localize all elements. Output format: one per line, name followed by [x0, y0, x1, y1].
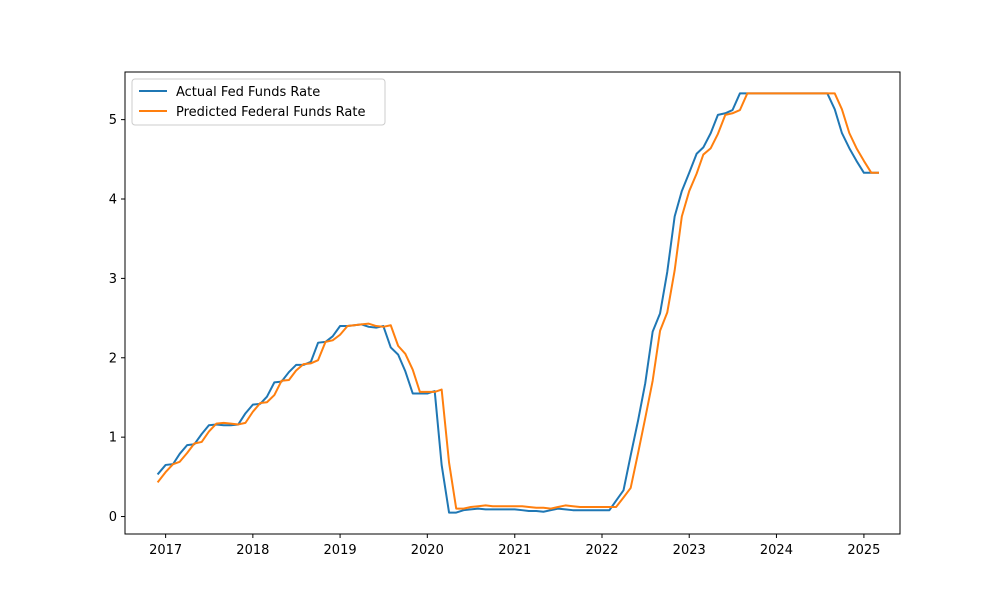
series-line-predicted: [156, 92, 880, 510]
y-tick-label: 4: [109, 193, 117, 208]
x-tick-label: 2017: [149, 543, 182, 558]
series-layer: [156, 92, 880, 514]
legend-label-predicted: Predicted Federal Funds Rate: [176, 105, 365, 120]
x-tick-label: 2019: [324, 543, 357, 558]
x-tick-label: 2022: [585, 543, 618, 558]
y-tick-label: 5: [109, 113, 117, 128]
y-tick-label: 3: [109, 272, 117, 287]
y-tick-label: 2: [109, 351, 117, 366]
x-tick-label: 2023: [673, 543, 706, 558]
plot-frame: [124, 71, 901, 535]
legend: Actual Fed Funds Rate Predicted Federal …: [131, 78, 386, 126]
legend-box: [131, 78, 386, 126]
x-tick-label: 2025: [847, 543, 880, 558]
x-tick-label: 2020: [411, 543, 444, 558]
x-tick-label: 2018: [236, 543, 269, 558]
y-axis: 0 1 2 3 4 5: [109, 113, 125, 525]
x-tick-label: 2024: [760, 543, 793, 558]
x-axis: 2017 2018 2019 2020 2021 2022 2023 2024 2025: [149, 534, 880, 558]
x-tick-label: 2021: [498, 543, 531, 558]
y-tick-label: 0: [109, 510, 117, 525]
legend-label-actual: Actual Fed Funds Rate: [176, 85, 320, 100]
y-tick-label: 1: [109, 431, 117, 446]
